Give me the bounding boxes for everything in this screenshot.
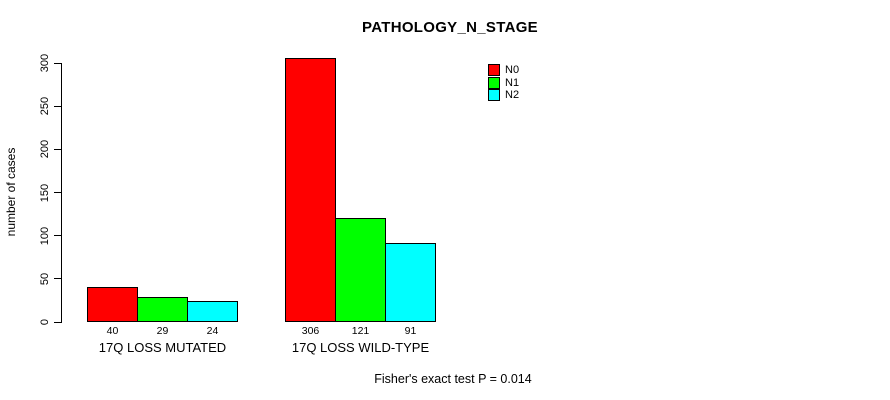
y-tick-label-200: 200 [39,140,51,159]
bar-value-label-17q-loss-mutated-n1: 29 [156,325,169,337]
y-tick-300 [54,62,61,64]
y-tick-label-100: 100 [39,226,51,245]
legend-swatch-n2 [488,89,500,102]
footnote: Fisher's exact test P = 0.014 [374,372,532,386]
category-label-17q-loss-mutated: 17Q LOSS MUTATED [98,340,227,355]
y-tick-label-250: 250 [39,96,51,116]
bar-value-label-17q-loss-wild-type-n0: 306 [301,325,320,337]
bar-17q-loss-mutated-n1 [137,296,188,322]
bar-value-label-17q-loss-wild-type-n2: 91 [404,325,417,337]
bar-17q-loss-wild-type-n0 [285,57,336,322]
bar-value-label-17q-loss-mutated-n0: 40 [106,325,119,337]
bar-value-label-17q-loss-mutated-n2: 24 [206,325,219,337]
y-tick-150 [54,192,61,193]
y-tick-label-50: 50 [39,272,51,285]
bar-17q-loss-mutated-n2 [187,301,238,322]
y-tick-100 [54,235,61,237]
legend-label-n1: N1 [505,76,520,89]
bar-17q-loss-mutated-n0 [87,287,138,322]
y-tick-200 [54,148,61,150]
y-tick-250 [54,105,61,107]
legend-label-n2: N2 [505,89,520,102]
y-axis-label: number of cases [4,147,18,237]
category-label-17q-loss-wild-type: 17Q LOSS WILD-TYPE [291,340,430,355]
bar-17q-loss-wild-type-n2 [385,243,436,322]
legend-swatch-n1 [488,76,500,89]
y-tick-label-150: 150 [39,183,51,202]
legend-swatch-n0 [488,64,500,76]
y-tick-label-300: 300 [39,53,51,73]
y-axis-line [61,63,62,323]
y-tick-label-0: 0 [39,318,51,326]
chart-title: PATHOLOGY_N_STAGE [362,19,538,36]
bar-17q-loss-wild-type-n1 [335,217,386,322]
legend-label-n0: N0 [505,64,520,76]
y-tick-50 [54,278,61,280]
y-tick-0 [54,321,61,323]
bar-value-label-17q-loss-wild-type-n1: 121 [351,325,370,337]
